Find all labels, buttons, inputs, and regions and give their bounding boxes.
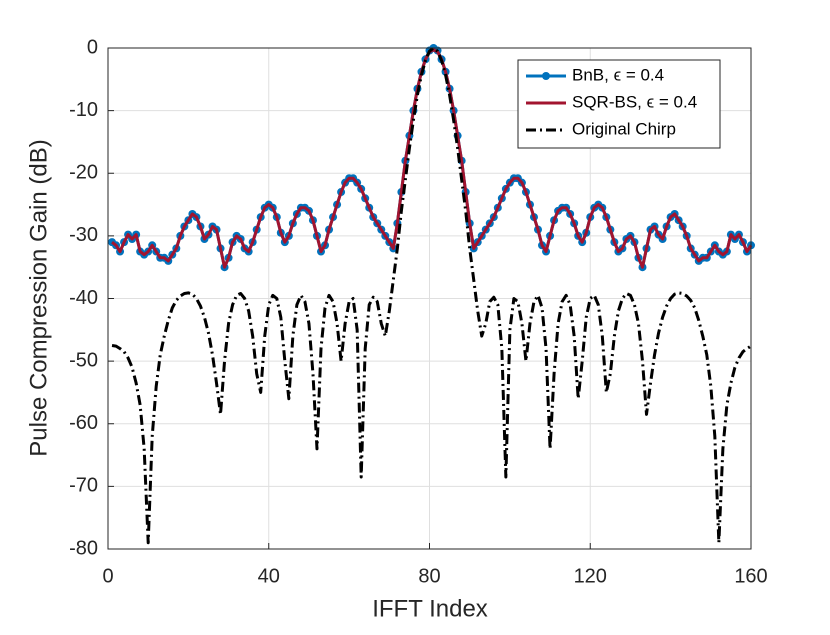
x-tick-label: 0 [102, 565, 113, 587]
legend-marker [542, 72, 550, 80]
y-tick-label: -60 [69, 412, 98, 434]
legend-label: BnB, ϵ = 0.4 [572, 65, 664, 84]
x-tick-label: 80 [418, 565, 440, 587]
y-axis-label: Pulse Compression Gain (dB) [25, 139, 52, 456]
x-axis-label: IFFT Index [372, 595, 488, 622]
axes-box [107, 47, 752, 550]
y-tick-label: -20 [69, 162, 98, 184]
y-tick-label: -10 [69, 99, 98, 121]
y-tick-label: -50 [69, 349, 98, 371]
x-tick-label: 40 [258, 565, 280, 587]
y-tick-label: -80 [69, 537, 98, 559]
y-tick-label: -30 [69, 224, 98, 246]
y-tick-label: -70 [69, 475, 98, 497]
y-tick-label: -40 [69, 287, 98, 309]
x-tick-label: 120 [574, 565, 607, 587]
legend-label: Original Chirp [572, 119, 676, 138]
legend-label: SQR-BS, ϵ = 0.4 [572, 92, 697, 111]
y-tick-label: 0 [87, 36, 98, 58]
legend: BnB, ϵ = 0.4 SQR-BS, ϵ = 0.4 Original Chir… [517, 59, 721, 149]
series-line [111, 46, 752, 545]
x-tick-label: 160 [734, 565, 767, 587]
